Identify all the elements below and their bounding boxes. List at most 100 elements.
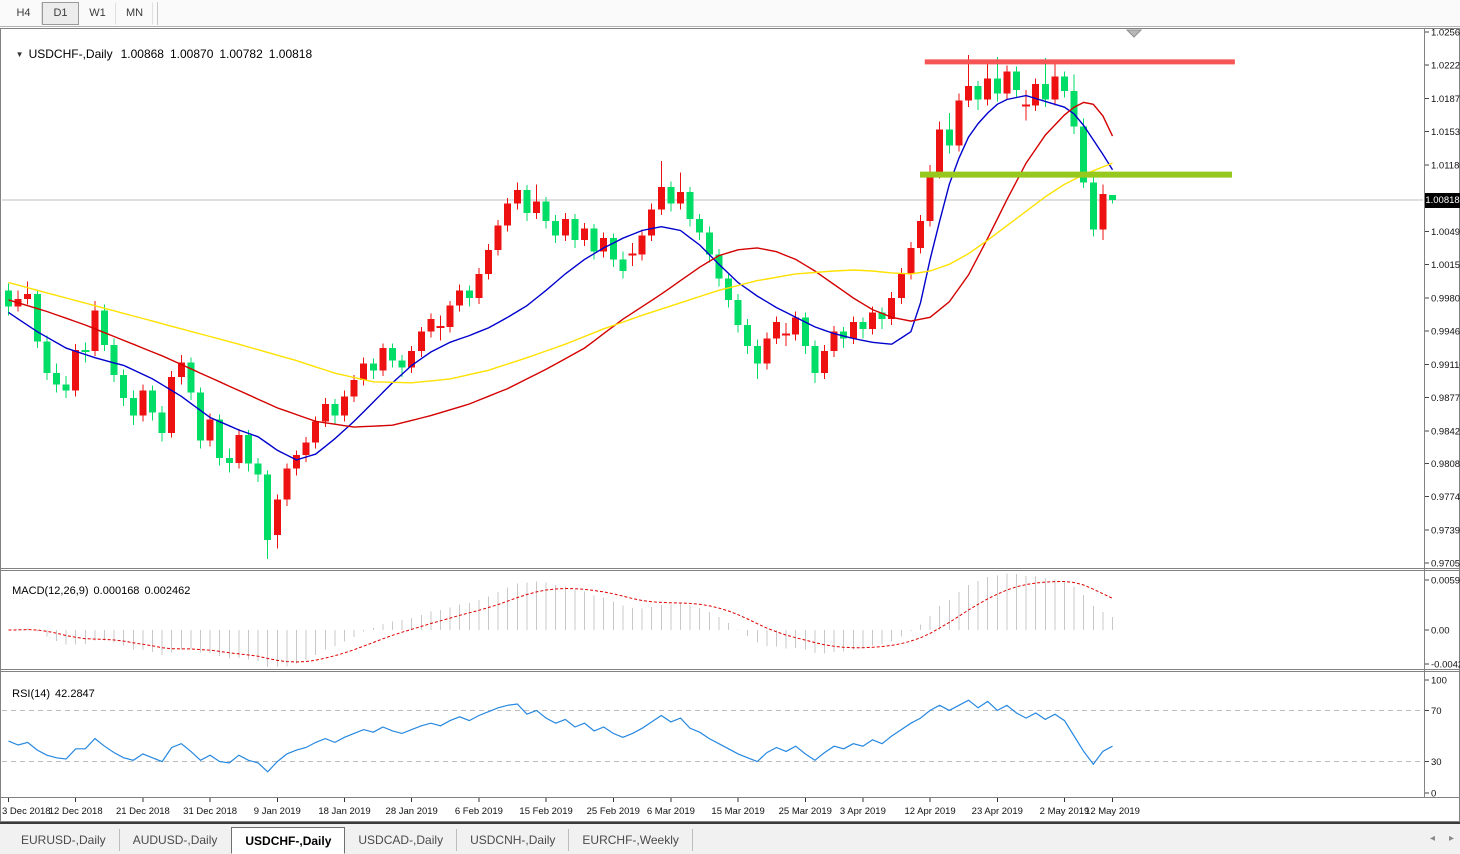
candle-body <box>1099 193 1107 230</box>
candle-body <box>331 403 339 416</box>
candle-body <box>110 345 118 376</box>
tab-audusd-daily[interactable]: AUDUSD-,Daily <box>132 833 218 847</box>
candle-body <box>293 455 300 469</box>
candle-body <box>216 419 224 458</box>
date-axis-label: 28 Jan 2019 <box>386 806 438 817</box>
candle-body <box>648 209 656 236</box>
collapse-triangle-icon[interactable]: ▼ <box>15 50 24 59</box>
candle-body <box>936 129 944 173</box>
candle-body <box>254 463 262 475</box>
timeframe-button-w1[interactable]: W1 <box>79 1 116 25</box>
candle-body <box>197 392 204 441</box>
ohlc-high: 1.00870 <box>169 47 214 61</box>
candle-body <box>715 254 723 279</box>
timeframe-button-h4[interactable]: H4 <box>5 1 42 25</box>
candle-body <box>1080 126 1088 183</box>
candle-body <box>840 331 848 339</box>
timeframe-button-mn[interactable]: MN <box>116 1 153 25</box>
candle-body <box>475 273 483 298</box>
tab-eurusd-daily[interactable]: EURUSD-,Daily <box>8 829 120 851</box>
ma-medium-red-line <box>8 101 1114 428</box>
candle-body <box>571 218 579 241</box>
candle-body <box>667 187 675 204</box>
date-axis-label: 31 Dec 2018 <box>183 806 237 817</box>
candle-body <box>1003 71 1011 94</box>
candle-body <box>686 191 694 219</box>
rsi-indicator-label: RSI(14) 42.2847 <box>6 676 100 700</box>
date-axis-label: 12 Apr 2019 <box>904 806 955 817</box>
price-pane[interactable] <box>2 55 1423 560</box>
candle-body <box>91 310 99 351</box>
date-axis-label: 2 May 2019 <box>1040 806 1090 817</box>
price-axis-label: 1.00490 <box>1431 227 1460 238</box>
candle-body <box>158 412 166 433</box>
candle-body <box>206 419 214 441</box>
candle-body <box>360 363 368 380</box>
candle-body <box>283 468 291 500</box>
macd-pane[interactable] <box>8 573 1113 668</box>
chart-shift-marker-icon[interactable] <box>1125 29 1143 38</box>
macd-signal-line <box>8 580 1113 663</box>
candle-body <box>33 294 41 342</box>
candle-body <box>859 322 867 329</box>
candle-body <box>5 290 12 307</box>
tab-scroll-arrows: ◂ ▸ <box>1430 833 1454 844</box>
candle-body <box>869 312 876 329</box>
date-axis-label: 15 Feb 2019 <box>519 806 572 817</box>
rsi-axis-label: 70 <box>1431 706 1442 717</box>
candle-body <box>753 346 761 364</box>
candle-body <box>101 310 108 346</box>
date-axis-label: 23 Apr 2019 <box>972 806 1023 817</box>
candle-body <box>1109 195 1116 200</box>
ohlc-low: 1.00782 <box>219 47 263 61</box>
candle-body <box>235 434 243 463</box>
tab-eurchf-weekly[interactable]: EURCHF-,Weekly <box>569 829 693 851</box>
candle-body <box>427 319 435 332</box>
candle-body <box>245 434 252 464</box>
rsi-axis-label: 100 <box>1431 676 1447 687</box>
tab-scroll-left-icon[interactable]: ◂ <box>1429 833 1435 844</box>
candle-body <box>350 379 358 397</box>
candle-body <box>965 85 972 101</box>
tab-usdcnh-daily[interactable]: USDCNH-,Daily <box>457 829 570 851</box>
date-axis-label: 9 Jan 2019 <box>254 806 301 817</box>
candle-body <box>734 299 742 325</box>
candle-body <box>811 346 819 374</box>
candle-body <box>945 129 953 146</box>
rsi-name: RSI(14) <box>12 688 51 700</box>
date-axis-label: 6 Mar 2019 <box>647 806 695 817</box>
tab-usdchf-daily[interactable]: USDCHF-,Daily <box>231 827 346 854</box>
timeframe-button-d1[interactable]: D1 <box>42 1 79 25</box>
candle-body <box>917 220 924 248</box>
candle-body <box>801 317 809 347</box>
date-axis-label: 25 Mar 2019 <box>779 806 832 817</box>
candle-body <box>744 324 752 347</box>
candle-body <box>302 442 310 456</box>
candle-body <box>120 375 128 399</box>
candle-body <box>523 190 531 214</box>
date-axis-label: 15 Mar 2019 <box>711 806 764 817</box>
candle-body <box>773 322 780 339</box>
rsi-pane[interactable] <box>2 699 1423 773</box>
candle-body <box>657 187 665 210</box>
candle-body <box>542 201 550 221</box>
tab-usdcad-daily[interactable]: USDCAD-,Daily <box>345 829 458 851</box>
candle-body <box>1032 84 1040 106</box>
tab-scroll-right-icon[interactable]: ▸ <box>1448 833 1454 844</box>
date-axis-label: 6 Feb 2019 <box>455 806 503 817</box>
macd-axis-label: 0.00597 <box>1431 576 1460 587</box>
candle-body <box>225 457 233 463</box>
rsi-line <box>8 699 1113 773</box>
candle-body <box>389 348 396 361</box>
price-axis-label: 1.01530 <box>1431 127 1460 138</box>
candle-body <box>705 232 713 255</box>
candle-body <box>696 218 704 233</box>
date-axis-label: 25 Feb 2019 <box>587 806 640 817</box>
candle-body <box>619 259 627 272</box>
candle-body <box>177 362 185 378</box>
